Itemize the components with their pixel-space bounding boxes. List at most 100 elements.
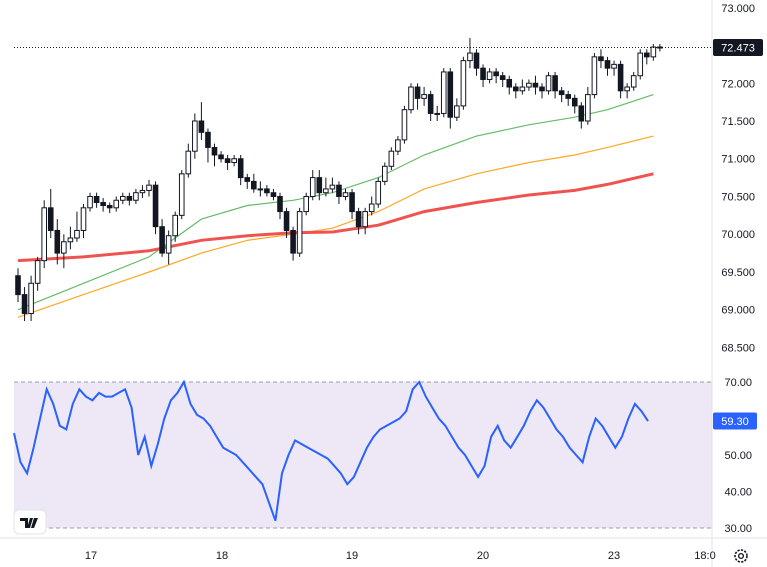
candle [611,60,617,76]
candle [506,75,513,95]
candle [414,83,421,110]
candle [113,196,120,212]
candle [21,287,28,322]
candle [467,37,473,69]
candle-body [198,120,205,133]
candle-body [408,86,414,111]
candle-body [205,131,211,148]
candle-body [349,192,355,213]
candle-body [185,150,192,175]
candle-body [165,235,172,254]
candle [178,170,185,220]
last-price-tag: 72.473 [713,39,763,57]
candle [440,68,447,118]
price-tick-label: 71.000 [721,154,755,166]
candle-body [323,188,329,194]
candle [120,192,126,205]
candle [205,128,211,163]
time-tick-label: 20 [477,550,489,562]
candle [585,87,591,125]
candle-body [571,97,578,107]
candle [591,53,598,99]
candle-body [513,86,519,92]
candle [139,185,146,198]
candle [100,197,106,212]
candle [388,147,395,171]
rsi-value-tag-text: 59.30 [721,416,749,428]
candle [152,181,159,235]
candle [41,200,48,269]
candles [15,37,663,322]
candle [316,170,323,201]
candle-body [41,207,48,262]
candle-body [624,86,630,92]
candle-body [355,211,362,228]
candle [421,87,427,106]
price-tick-label: 70.500 [721,191,755,203]
price-tick-label: 70.000 [721,229,755,241]
candle-body [519,86,526,92]
time-tick-label: 19 [346,550,358,562]
candle-body [251,180,257,190]
candle [323,177,329,197]
candle-body [637,52,644,77]
candle-body [382,165,388,182]
candle-body [598,56,604,62]
moving-average-line [17,172,654,263]
candle-body [368,203,375,213]
candle [93,192,100,208]
candle [34,256,41,291]
candle-body [585,94,591,122]
candle [159,219,165,257]
candle-body [493,71,499,77]
candle-body [473,52,480,69]
candle-body [303,195,309,213]
candle-body [296,211,303,254]
candle [61,234,67,269]
candle [578,102,585,129]
rsi-path [13,379,649,522]
candle [74,211,80,242]
rsi-tick-label: 30.00 [724,523,752,535]
candle [349,188,355,220]
time-tick-label: 23 [608,550,620,562]
candle [80,204,87,238]
candle [395,136,401,155]
candle-body [54,229,61,254]
rsi-tick-label: 70.00 [724,377,752,389]
candle-body [630,75,637,88]
candle [329,177,336,193]
candle-body [126,195,133,201]
candle [47,188,54,238]
candle-body [395,139,401,152]
candle [526,79,532,91]
tradingview-logo[interactable] [13,509,47,535]
candle-body [434,112,440,115]
candle [499,71,506,88]
candle [270,188,277,201]
price-tick-label: 69.000 [721,305,755,317]
rsi-line [13,379,649,522]
candle-body [67,237,74,243]
candle [126,192,133,206]
price-tick-label: 71.500 [721,116,755,128]
candle [598,49,604,69]
candle [336,181,342,205]
rsi-value-tag-box [713,412,757,430]
settings-gear-icon[interactable] [734,549,748,563]
candle [251,173,257,193]
candle [513,83,519,99]
candle [434,105,440,121]
candle-body [617,63,624,92]
candle [67,226,74,250]
candle-body [34,260,41,284]
candle [604,56,611,76]
candle [342,188,349,201]
candle [493,68,499,84]
candle [473,49,480,76]
candle [172,211,178,242]
candle [146,179,152,197]
candle-body [578,105,585,122]
price-tick-label: 69.500 [721,267,755,279]
